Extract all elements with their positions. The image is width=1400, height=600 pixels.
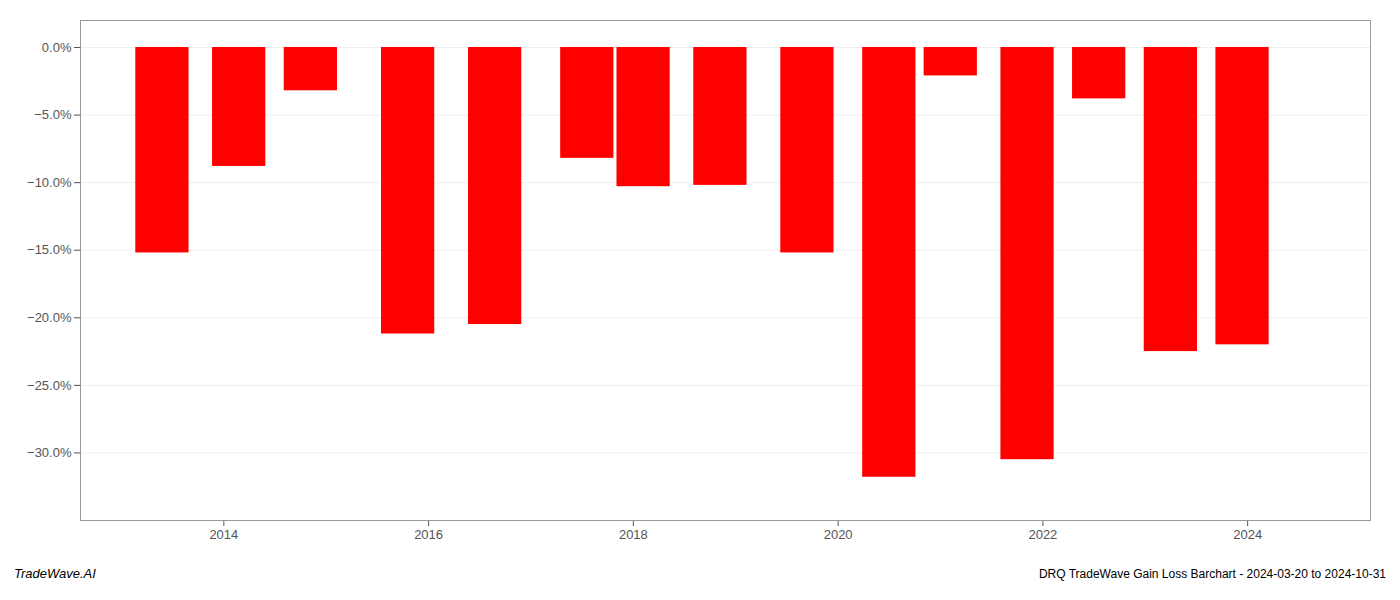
svg-text:−20.0%: −20.0% [27,310,72,325]
html-text:TradeWave.AI: TradeWave.AI [14,566,96,581]
svg-text:0.0%: 0.0% [42,40,72,55]
svg-text:2016: 2016 [414,527,443,542]
svg-text:2014: 2014 [209,527,238,542]
svg-text:2024: 2024 [1233,527,1262,542]
svg-text:−5.0%: −5.0% [34,107,72,122]
svg-text:2018: 2018 [619,527,648,542]
svg-text:−10.0%: −10.0% [27,175,72,190]
svg-text:2022: 2022 [1028,527,1057,542]
svg-text:−15.0%: −15.0% [27,242,72,257]
html-text:DRQ TradeWave Gain Loss Barcha: DRQ TradeWave Gain Loss Barchart - 2024-… [1038,567,1386,581]
svg-text:2020: 2020 [824,527,853,542]
svg-text:−30.0%: −30.0% [27,445,72,460]
svg-text:−25.0%: −25.0% [27,378,72,393]
